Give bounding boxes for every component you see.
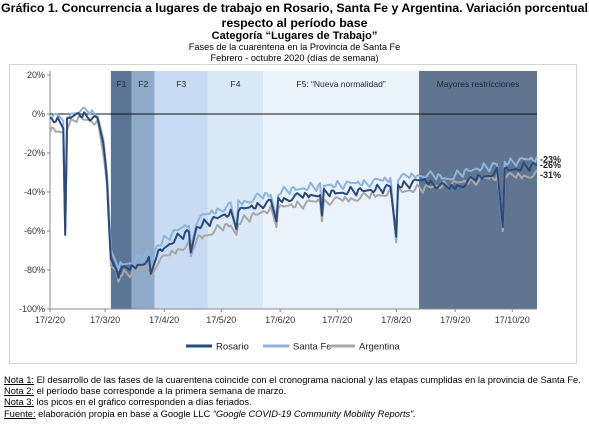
phase-band <box>207 71 264 309</box>
note-1: Nota 1: El desarrollo de las fases de la… <box>4 375 586 386</box>
x-tick-label: 17/4/20 <box>149 315 179 325</box>
end-value-label: -23% <box>540 154 561 164</box>
chart-subtitle-phases: Fases de la cuarentena en la Provincia d… <box>188 42 401 52</box>
x-tick-label: 17/2/20 <box>35 315 65 325</box>
chart-frame: F1 F2 F3 F4 F5: “Nueva normalidad” Mayores re… <box>9 64 577 364</box>
x-tick-label: 17/10/20 <box>495 315 530 325</box>
phase-label: F2 <box>138 79 148 89</box>
y-tick-label: -60% <box>24 226 45 236</box>
phase-label: F1 <box>116 79 126 89</box>
x-tick-label: 17/7/20 <box>322 315 352 325</box>
note-3: Nota 3: los picos en el gráfico correspo… <box>4 397 586 408</box>
x-tick-label: 17/9/20 <box>440 315 470 325</box>
y-tick-label: 20% <box>27 70 45 80</box>
x-tick-label: 17/8/20 <box>381 315 411 325</box>
note-2-text: el período base corresponde a la primera… <box>33 386 287 397</box>
x-tick-label: 17/6/20 <box>265 315 295 325</box>
chart-category: Categoría “Lugares de Trabajo” <box>211 30 378 42</box>
y-tick-label: -20% <box>24 148 45 158</box>
series-line-argentina <box>49 114 538 283</box>
note-3-text: los picos en el gráfico corresponden a d… <box>33 397 252 408</box>
note-3-key: Nota 3: <box>4 397 34 408</box>
phase-label: Mayores restricciones <box>437 79 520 89</box>
note-2: Nota 2: el período base corresponde a la… <box>4 386 586 397</box>
phase-band <box>131 71 155 309</box>
note-1-key: Nota 1: <box>4 375 34 385</box>
y-tick-label: -40% <box>24 187 45 197</box>
y-tick-label: -100% <box>19 304 45 314</box>
end-value-label: -31% <box>540 170 561 180</box>
note-1-text: El desarrollo de las fases de la cuarent… <box>33 375 581 385</box>
legend-label: Rosario <box>216 342 249 353</box>
phase-label: F3 <box>176 79 186 89</box>
phase-band <box>419 71 537 309</box>
chart-title-line1: Gráfico 1. Concurrencia a lugares de tra… <box>1 1 588 15</box>
source-report-name: “Google COVID-19 Community Mobility Repo… <box>212 408 416 419</box>
y-tick-label: -80% <box>24 265 45 275</box>
phase-band <box>263 71 420 309</box>
y-tick-label: 0% <box>32 109 45 119</box>
x-tick-label: 17/3/20 <box>90 315 120 325</box>
x-tick-label: 17/5/20 <box>206 315 236 325</box>
phase-label: F4 <box>231 79 241 89</box>
chart-heading: Gráfico 1. Concurrencia a lugares de tra… <box>0 0 589 64</box>
notes-section: Nota 1: El desarrollo de las fases de la… <box>4 375 586 420</box>
end-value-label: -26% <box>540 160 561 170</box>
legend-label: Santa Fe <box>293 342 332 353</box>
series-line-santa-fe <box>49 106 538 271</box>
note-2-key: Nota 2: <box>4 386 34 397</box>
source-text: elaboración propia en base a Google LLC <box>35 408 213 419</box>
line-chart: F1 F2 F3 F4 F5: “Nueva normalidad” Mayores re… <box>19 70 561 353</box>
series-line-rosario <box>49 111 538 279</box>
legend-label: Argentina <box>359 342 400 353</box>
phase-band <box>154 71 208 309</box>
source-key: Fuente: <box>4 408 36 419</box>
note-source: Fuente: elaboración propia en base a Goo… <box>4 409 586 420</box>
chart-title-line2: respecto al período base <box>221 16 368 30</box>
phase-label: F5: “Nueva normalidad” <box>296 79 385 89</box>
chart-subtitle-period: Febrero - octubre 2020 (días de semana) <box>210 53 379 63</box>
phase-band <box>110 71 132 309</box>
